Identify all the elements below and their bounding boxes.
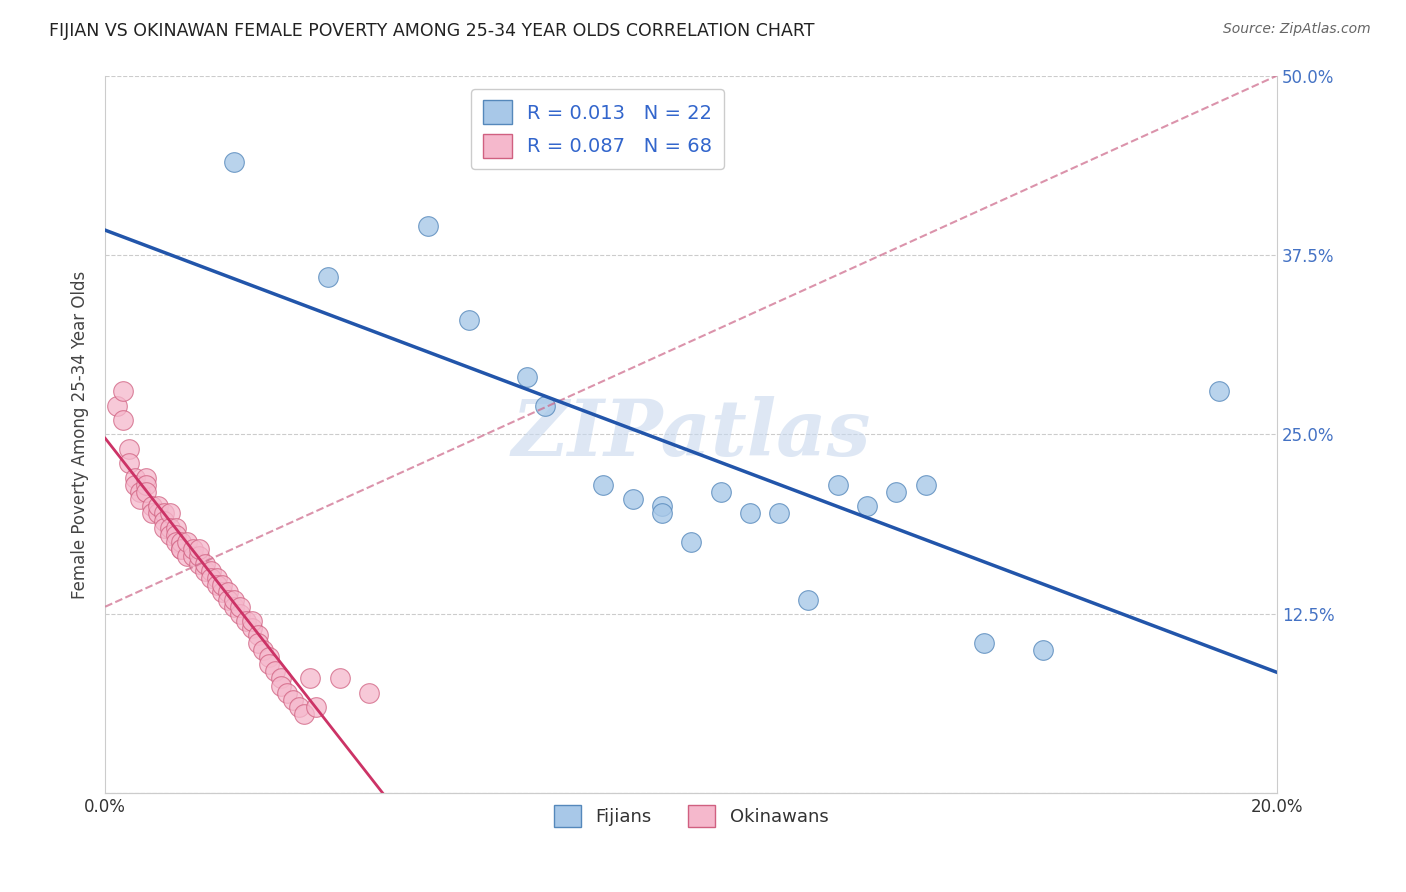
Point: [105, 399, 128, 413]
Point: [181, 549, 204, 564]
Point: [146, 507, 169, 521]
Point: [118, 442, 141, 456]
Point: [165, 535, 187, 549]
Point: [1208, 384, 1230, 399]
Point: [135, 477, 157, 491]
Point: [170, 542, 193, 557]
Point: [188, 549, 211, 564]
Point: [973, 635, 995, 649]
Point: [211, 578, 233, 592]
Point: [153, 521, 176, 535]
Legend: Fijians, Okinawans: Fijians, Okinawans: [547, 798, 835, 835]
Point: [111, 413, 134, 427]
Point: [240, 621, 263, 635]
Point: [252, 642, 274, 657]
Point: [294, 707, 316, 722]
Point: [141, 500, 163, 514]
Point: [886, 484, 908, 499]
Point: [176, 549, 198, 564]
Y-axis label: Female Poverty Among 25-34 Year Olds: Female Poverty Among 25-34 Year Olds: [72, 270, 89, 599]
Point: [141, 507, 163, 521]
Point: [738, 507, 761, 521]
Point: [194, 564, 217, 578]
Point: [224, 154, 246, 169]
Point: [299, 672, 322, 686]
Point: [124, 470, 146, 484]
Point: [153, 514, 176, 528]
Point: [159, 507, 181, 521]
Point: [914, 477, 936, 491]
Point: [305, 700, 328, 714]
Point: [224, 599, 246, 614]
Point: [176, 535, 198, 549]
Point: [146, 500, 169, 514]
Point: [229, 599, 252, 614]
Point: [188, 557, 211, 571]
Point: [153, 507, 176, 521]
Point: [246, 628, 269, 642]
Text: Source: ZipAtlas.com: Source: ZipAtlas.com: [1223, 22, 1371, 37]
Point: [200, 571, 222, 585]
Point: [357, 686, 380, 700]
Point: [276, 686, 298, 700]
Point: [259, 650, 281, 665]
Point: [159, 521, 181, 535]
Point: [129, 491, 152, 506]
Point: [170, 535, 193, 549]
Point: [235, 614, 257, 628]
Point: [329, 672, 352, 686]
Point: [200, 564, 222, 578]
Point: [316, 269, 339, 284]
Point: [709, 484, 731, 499]
Point: [217, 585, 239, 599]
Point: [856, 500, 879, 514]
Point: [224, 592, 246, 607]
Point: [270, 679, 292, 693]
Point: [457, 312, 479, 326]
Point: [188, 542, 211, 557]
Point: [797, 592, 820, 607]
Point: [211, 585, 233, 599]
Point: [194, 557, 217, 571]
Point: [270, 672, 292, 686]
Point: [205, 578, 228, 592]
Point: [205, 571, 228, 585]
Point: [592, 477, 614, 491]
Point: [287, 700, 309, 714]
Text: ZIPatlas: ZIPatlas: [512, 396, 870, 473]
Point: [118, 456, 141, 470]
Point: [165, 521, 187, 535]
Point: [651, 500, 673, 514]
Point: [621, 491, 644, 506]
Point: [124, 477, 146, 491]
Point: [827, 477, 849, 491]
Point: [681, 535, 703, 549]
Point: [129, 484, 152, 499]
Point: [1032, 642, 1054, 657]
Point: [651, 507, 673, 521]
Point: [533, 399, 555, 413]
Point: [111, 384, 134, 399]
Point: [135, 484, 157, 499]
Point: [170, 542, 193, 557]
Point: [135, 470, 157, 484]
Point: [159, 528, 181, 542]
Point: [768, 507, 790, 521]
Point: [416, 219, 439, 234]
Point: [217, 592, 239, 607]
Point: [240, 614, 263, 628]
Point: [281, 693, 304, 707]
Point: [516, 370, 538, 384]
Point: [264, 665, 287, 679]
Point: [165, 528, 187, 542]
Point: [181, 542, 204, 557]
Point: [246, 635, 269, 649]
Point: [229, 607, 252, 621]
Point: [259, 657, 281, 672]
Text: FIJIAN VS OKINAWAN FEMALE POVERTY AMONG 25-34 YEAR OLDS CORRELATION CHART: FIJIAN VS OKINAWAN FEMALE POVERTY AMONG …: [49, 22, 814, 40]
